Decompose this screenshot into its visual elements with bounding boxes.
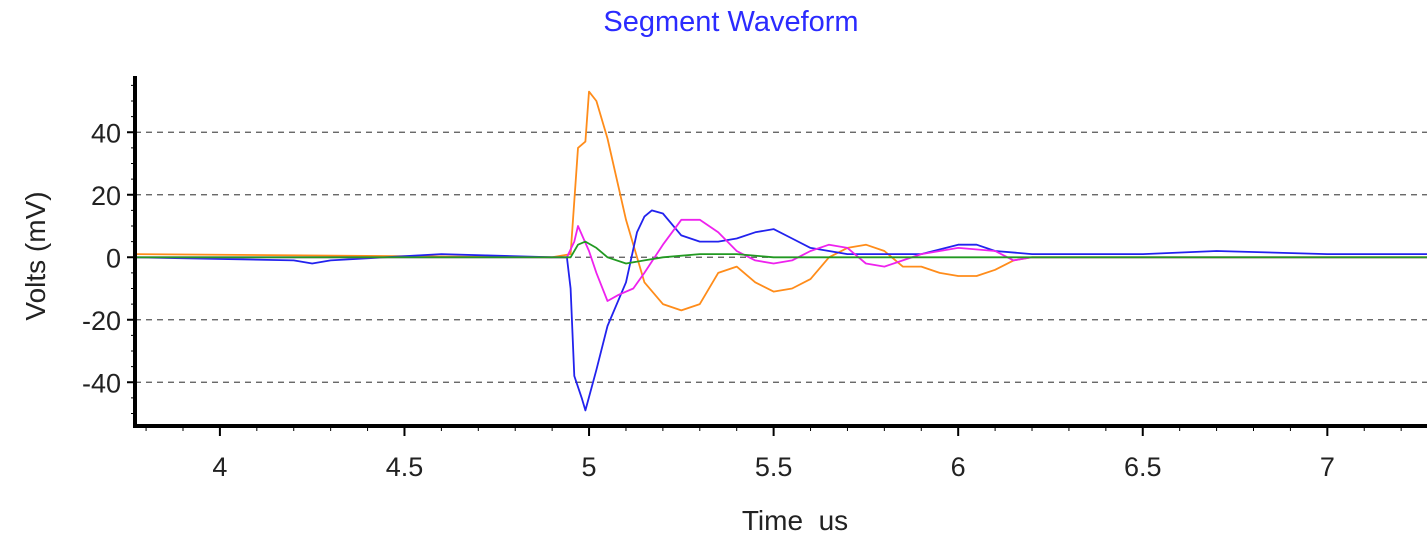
- y-tick-label: 0: [106, 243, 121, 273]
- series-layer: [134, 90, 1427, 412]
- y-tick-label: -40: [82, 368, 121, 398]
- y-tick-label: -20: [82, 306, 121, 336]
- y-tick-label: 40: [91, 118, 121, 148]
- y-tick-label: 20: [91, 181, 121, 211]
- series-line-4: [135, 240, 1427, 265]
- series-line-2: [134, 209, 1427, 412]
- x-tick-label: 6: [951, 452, 966, 482]
- x-axis-title: Time us: [742, 505, 848, 534]
- x-tick-label: 6.5: [1124, 452, 1162, 482]
- chart-title: Segment Waveform: [603, 6, 859, 38]
- axis-layer: [133, 76, 1427, 428]
- x-tick-label: 5.5: [755, 452, 793, 482]
- tick-layer: 40 20 0 -20 -40 4 4.5 5 5.5 6 6.5 7: [82, 84, 1402, 482]
- x-tick-label: 4: [212, 452, 227, 482]
- series-line-1: [134, 90, 1427, 312]
- y-axis-title: Volts (mV): [20, 191, 51, 320]
- x-tick-label: 4.5: [386, 452, 424, 482]
- x-tick-label: 7: [1320, 452, 1335, 482]
- x-tick-label: 5: [582, 452, 597, 482]
